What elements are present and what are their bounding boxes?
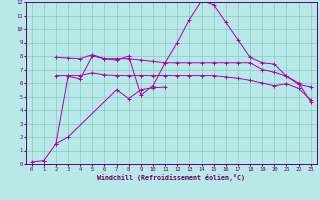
X-axis label: Windchill (Refroidissement éolien,°C): Windchill (Refroidissement éolien,°C) (97, 174, 245, 181)
